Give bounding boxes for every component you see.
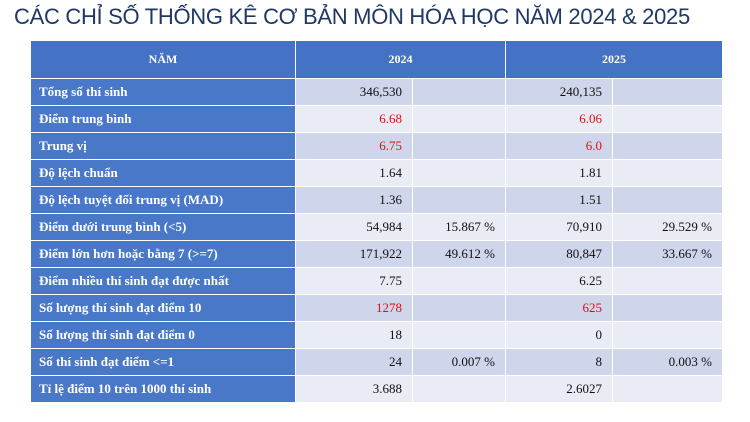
- value-cell: [412, 186, 506, 214]
- value-cell: [412, 132, 506, 160]
- value-cell: 1.51: [505, 186, 613, 214]
- value-cell: 29.529 %: [612, 213, 723, 241]
- value-cell: 171,922: [295, 240, 413, 268]
- row-label: Điểm lớn hơn hoặc bằng 7 (>=7): [30, 240, 296, 268]
- value-cell: 1.81: [505, 159, 613, 187]
- value-cell: 3.688: [295, 375, 413, 403]
- value-cell: [612, 294, 723, 322]
- table-row: Tỉ lệ điểm 10 trên 1000 thí sinh 3.688 2.6…: [30, 375, 723, 403]
- value-cell: [612, 186, 723, 214]
- header-row: NĂM 2024 2025: [30, 40, 723, 79]
- value-cell: 15.867 %: [412, 213, 506, 241]
- page-title: CÁC CHỈ SỐ THỐNG KÊ CƠ BẢN MÔN HÓA HỌC N…: [14, 4, 690, 29]
- value-cell: 346,530: [295, 78, 413, 106]
- value-cell: [412, 78, 506, 106]
- table-row: Độ lệch tuyệt đối trung vị (MAD) 1.36 1.51: [30, 186, 723, 214]
- table-row: Số thí sinh đạt điểm <=1 24 0.007 % 8 0.003 …: [30, 348, 723, 376]
- table-row: Điểm dưới trung bình (<5) 54,984 15.867 % 7…: [30, 213, 723, 241]
- value-cell: 2.6027: [505, 375, 613, 403]
- table-row: Điểm trung bình 6.68 6.06: [30, 105, 723, 133]
- row-label: Số lượng thí sinh đạt điểm 10: [30, 294, 296, 322]
- table-row: Độ lệch chuẩn 1.64 1.81: [30, 159, 723, 187]
- row-label: Số lượng thí sinh đạt điểm 0: [30, 321, 296, 349]
- value-cell: 6.75: [295, 132, 413, 160]
- value-cell: [412, 294, 506, 322]
- value-cell: 8: [505, 348, 613, 376]
- value-cell: 625: [505, 294, 613, 322]
- value-cell: [612, 321, 723, 349]
- value-cell: 33.667 %: [612, 240, 723, 268]
- row-label: Độ lệch chuẩn: [30, 159, 296, 187]
- value-cell: [412, 321, 506, 349]
- row-label: Điểm dưới trung bình (<5): [30, 213, 296, 241]
- value-cell: [412, 159, 506, 187]
- table-row: Điểm nhiều thí sinh đạt được nhất 7.75 6.2…: [30, 267, 723, 295]
- row-label: Tổng số thí sinh: [30, 78, 296, 106]
- row-label: Điểm trung bình: [30, 105, 296, 133]
- header-cell: 2025: [505, 40, 723, 79]
- value-cell: 6.68: [295, 105, 413, 133]
- table-row: Điểm lớn hơn hoặc bằng 7 (>=7) 171,922 49.…: [30, 240, 723, 268]
- value-cell: 80,847: [505, 240, 613, 268]
- row-label: Trung vị: [30, 132, 296, 160]
- table-row: Số lượng thí sinh đạt điểm 0 18 0: [30, 321, 723, 349]
- value-cell: 6.0: [505, 132, 613, 160]
- value-cell: [612, 78, 723, 106]
- value-cell: [612, 267, 723, 295]
- row-label: Điểm nhiều thí sinh đạt được nhất: [30, 267, 296, 295]
- value-cell: 0: [505, 321, 613, 349]
- table-row: Số lượng thí sinh đạt điểm 10 1278 625: [30, 294, 723, 322]
- value-cell: 54,984: [295, 213, 413, 241]
- value-cell: 49.612 %: [412, 240, 506, 268]
- row-label: Tỉ lệ điểm 10 trên 1000 thí sinh: [30, 375, 296, 403]
- value-cell: 18: [295, 321, 413, 349]
- value-cell: 70,910: [505, 213, 613, 241]
- value-cell: 1278: [295, 294, 413, 322]
- table-row: Tổng số thí sinh 346,530 240,135: [30, 78, 723, 106]
- header-cell: 2024: [295, 40, 506, 79]
- value-cell: 6.06: [505, 105, 613, 133]
- header-cell: NĂM: [30, 40, 296, 79]
- row-label: Số thí sinh đạt điểm <=1: [30, 348, 296, 376]
- row-label: Độ lệch tuyệt đối trung vị (MAD): [30, 186, 296, 214]
- value-cell: 24: [295, 348, 413, 376]
- value-cell: [612, 132, 723, 160]
- value-cell: [612, 159, 723, 187]
- stats-table: NĂM 2024 2025 Tổng số thí sinh 346,530 240…: [30, 40, 723, 403]
- value-cell: 1.36: [295, 186, 413, 214]
- value-cell: 240,135: [505, 78, 613, 106]
- value-cell: [412, 375, 506, 403]
- value-cell: [412, 105, 506, 133]
- value-cell: [412, 267, 506, 295]
- value-cell: 0.007 %: [412, 348, 506, 376]
- value-cell: 0.003 %: [612, 348, 723, 376]
- value-cell: 6.25: [505, 267, 613, 295]
- table-body: Tổng số thí sinh 346,530 240,135 Điểm trung…: [30, 78, 723, 403]
- table-row: Trung vị 6.75 6.0: [30, 132, 723, 160]
- value-cell: [612, 375, 723, 403]
- value-cell: [612, 105, 723, 133]
- value-cell: 7.75: [295, 267, 413, 295]
- value-cell: 1.64: [295, 159, 413, 187]
